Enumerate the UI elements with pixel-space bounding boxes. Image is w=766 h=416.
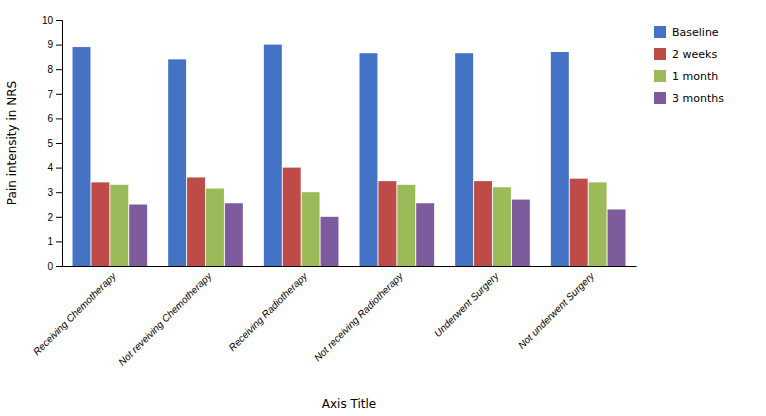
y-tick-mark — [56, 45, 62, 46]
bar-series — [129, 200, 625, 266]
x-tick: Receiving Chemotherapy — [31, 270, 119, 358]
bar — [397, 185, 415, 266]
y-tick-label: 6 — [47, 113, 53, 124]
bar — [474, 181, 492, 266]
legend-label: 2 weeks — [672, 48, 717, 61]
y-tick-label: 0 — [47, 261, 53, 272]
y-tick-label: 5 — [47, 138, 53, 149]
bar — [283, 168, 301, 266]
bar — [129, 205, 147, 267]
bar — [455, 53, 473, 266]
y-tick: 1 — [47, 236, 62, 247]
y-tick-mark — [56, 266, 62, 267]
y-tick: 0 — [47, 261, 62, 272]
y-tick-label: 10 — [42, 15, 54, 26]
bar-series — [110, 182, 606, 266]
y-tick-label: 4 — [47, 162, 53, 173]
legend-item: Baseline — [654, 26, 719, 39]
y-tick-mark — [56, 20, 62, 21]
y-tick: 2 — [47, 212, 62, 223]
y-tick-mark — [56, 192, 62, 193]
x-axis-line — [63, 266, 637, 267]
x-axis: Receiving ChemotherapyNot reveiving Chem… — [31, 267, 637, 368]
y-axis-line — [56, 21, 63, 267]
legend-item: 2 weeks — [654, 48, 717, 61]
legend-label: 1 month — [672, 70, 718, 83]
bar — [225, 203, 243, 266]
bar — [589, 182, 607, 266]
y-tick: 5 — [47, 138, 62, 149]
legend-item: 1 month — [654, 70, 718, 83]
y-tick-mark — [56, 217, 62, 218]
legend-label: Baseline — [672, 26, 719, 39]
x-tick: Receiving Radiotherapy — [226, 270, 310, 354]
bar-series — [91, 168, 587, 266]
legend-label: 3 months — [672, 92, 724, 105]
x-tick-label: Not underwent Surgery — [516, 270, 597, 351]
bar — [321, 217, 339, 266]
legend-swatch — [654, 92, 666, 104]
x-tick: Underwent Surgery — [432, 270, 501, 339]
y-tick-mark — [56, 69, 62, 70]
bar — [206, 189, 224, 266]
bar — [110, 185, 128, 266]
bar — [608, 209, 626, 266]
y-tick-mark — [56, 94, 62, 95]
legend: Baseline 2 weeks 1 month 3 months — [654, 26, 724, 105]
y-tick-mark — [56, 118, 62, 119]
plot-area: 012345678910Receiving ChemotherapyNot re… — [31, 15, 637, 368]
bars — [73, 45, 626, 266]
bar — [551, 52, 569, 266]
y-tick: 10 — [42, 15, 62, 26]
bar — [264, 45, 282, 266]
y-tick: 8 — [47, 64, 62, 75]
bar — [302, 192, 320, 266]
bar — [91, 182, 109, 266]
y-tick-mark — [56, 241, 62, 242]
y-tick-label: 9 — [47, 39, 53, 50]
y-tick: 4 — [47, 162, 62, 173]
bar — [360, 53, 378, 266]
y-tick-mark — [56, 143, 62, 144]
bar — [416, 203, 434, 266]
y-axis: 0 1 2 3 4 5 6 7 8 9 10 — [42, 15, 63, 272]
bar — [378, 181, 396, 266]
y-tick-label: 3 — [47, 187, 53, 198]
bar — [168, 59, 186, 266]
bar — [493, 187, 511, 266]
y-tick: 7 — [47, 89, 62, 100]
legend-swatch — [654, 48, 666, 60]
y-tick-label: 8 — [47, 64, 53, 75]
x-tick-label: Not receiving Radiotherapy — [312, 270, 406, 364]
y-tick: 3 — [47, 187, 62, 198]
x-tick-label: Not reveiving Chemotherapy — [116, 270, 214, 368]
bar-series — [73, 45, 569, 266]
x-tick-label: Receiving Radiotherapy — [226, 270, 310, 354]
y-tick-label: 2 — [47, 212, 53, 223]
bar — [512, 200, 530, 266]
legend-swatch — [654, 26, 666, 38]
x-tick: Not reveiving Chemotherapy — [116, 270, 214, 368]
x-tick: Not underwent Surgery — [516, 270, 597, 351]
bar — [570, 179, 588, 266]
chart: 012345678910Receiving ChemotherapyNot re… — [0, 0, 766, 416]
y-axis-title: Pain intensity in NRS — [5, 81, 19, 205]
x-axis-title: Axis Title — [322, 397, 376, 411]
x-tick-label: Receiving Chemotherapy — [31, 270, 119, 358]
bar — [73, 47, 91, 266]
y-tick: 9 — [47, 39, 62, 50]
y-tick: 6 — [47, 113, 62, 124]
bar — [187, 177, 205, 266]
x-tick-label: Underwent Surgery — [432, 270, 501, 339]
y-tick-label: 1 — [47, 236, 53, 247]
x-tick: Not receiving Radiotherapy — [312, 270, 406, 364]
legend-item: 3 months — [654, 92, 724, 105]
y-tick-mark — [56, 168, 62, 169]
y-tick-label: 7 — [47, 89, 53, 100]
legend-swatch — [654, 70, 666, 82]
